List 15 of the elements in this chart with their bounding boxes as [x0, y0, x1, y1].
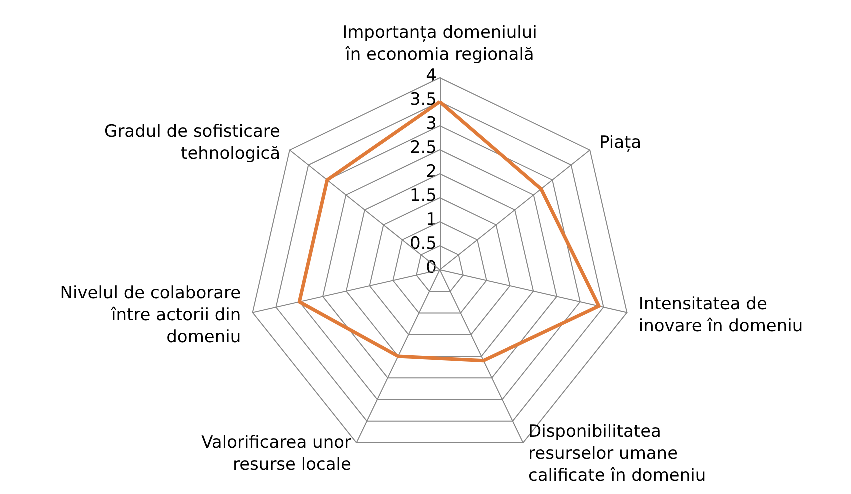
y-tick-label: 2.5 [410, 138, 437, 158]
spoke-label: Piața [599, 132, 642, 153]
y-tick-label: 1 [426, 210, 437, 230]
spoke-label: Importanța domeniului în economia regională [342, 23, 538, 65]
y-tick-label: 0.5 [410, 234, 437, 254]
spoke-label: Nivelul de colaborare între actorii din domeniu [60, 283, 242, 348]
spoke-label: Disponibilitatea resurselor umane calificate în domeniu [528, 422, 706, 486]
y-tick-label: 1.5 [410, 186, 437, 206]
spoke-label: Gradul de sofisticare tehnologică [104, 122, 281, 164]
spoke-label: Intensitatea de inovare în domeniu [638, 294, 804, 336]
spoke-label: Valorificarea unor resurse locale [202, 432, 352, 475]
y-tick-label: 3.5 [410, 90, 437, 110]
y-tick-label: 3 [426, 114, 437, 134]
y-tick-label: 2 [426, 162, 437, 182]
y-tick-label: 4 [426, 66, 437, 86]
